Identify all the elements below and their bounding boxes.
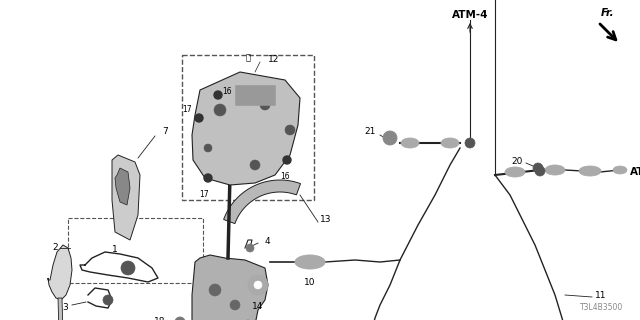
Text: ATM-4: ATM-4: [452, 10, 488, 20]
Text: 18: 18: [154, 317, 166, 320]
Text: 11: 11: [595, 291, 607, 300]
Text: 7: 7: [162, 127, 168, 137]
Circle shape: [465, 138, 475, 148]
Text: 1: 1: [112, 245, 118, 254]
Circle shape: [103, 295, 113, 305]
Circle shape: [260, 100, 270, 110]
Circle shape: [175, 317, 185, 320]
Circle shape: [230, 300, 240, 310]
Polygon shape: [48, 245, 72, 300]
Bar: [68, 218, 203, 283]
Text: 12: 12: [268, 55, 280, 65]
Bar: [235, 85, 275, 105]
Polygon shape: [192, 255, 268, 320]
Text: 4: 4: [265, 237, 271, 246]
Text: 14: 14: [252, 302, 264, 311]
Circle shape: [283, 156, 291, 164]
Ellipse shape: [441, 138, 459, 148]
Ellipse shape: [579, 166, 601, 176]
Circle shape: [254, 281, 262, 289]
Circle shape: [285, 125, 295, 135]
Circle shape: [204, 144, 212, 152]
Polygon shape: [115, 168, 130, 205]
Polygon shape: [112, 155, 140, 240]
Ellipse shape: [401, 138, 419, 148]
Ellipse shape: [295, 255, 325, 269]
Text: 16: 16: [222, 86, 232, 95]
Polygon shape: [223, 180, 301, 224]
Circle shape: [248, 275, 268, 295]
Bar: [182, 55, 314, 200]
Circle shape: [195, 114, 203, 122]
Ellipse shape: [613, 166, 627, 174]
Circle shape: [383, 131, 397, 145]
Text: 10: 10: [304, 278, 316, 287]
Text: 21: 21: [365, 127, 376, 137]
Circle shape: [214, 104, 226, 116]
Circle shape: [214, 91, 222, 99]
Text: Fr.: Fr.: [601, 8, 614, 18]
Circle shape: [204, 174, 212, 182]
Text: ⚿: ⚿: [246, 53, 250, 62]
Circle shape: [533, 163, 543, 173]
Ellipse shape: [505, 167, 525, 177]
Circle shape: [246, 244, 254, 252]
Circle shape: [121, 261, 135, 275]
Ellipse shape: [545, 165, 565, 175]
Polygon shape: [58, 298, 64, 320]
Circle shape: [250, 160, 260, 170]
Circle shape: [535, 166, 545, 176]
Circle shape: [209, 284, 221, 296]
Text: 16: 16: [280, 172, 290, 181]
Text: 3: 3: [62, 303, 68, 313]
Polygon shape: [192, 72, 300, 185]
Text: 20: 20: [511, 157, 523, 166]
Text: ATM-17-10: ATM-17-10: [630, 167, 640, 177]
Text: 17: 17: [199, 190, 209, 199]
Text: T3L4B3500: T3L4B3500: [580, 303, 623, 312]
Text: 17: 17: [182, 106, 192, 115]
Text: 2: 2: [52, 244, 58, 252]
Text: 13: 13: [320, 215, 332, 225]
